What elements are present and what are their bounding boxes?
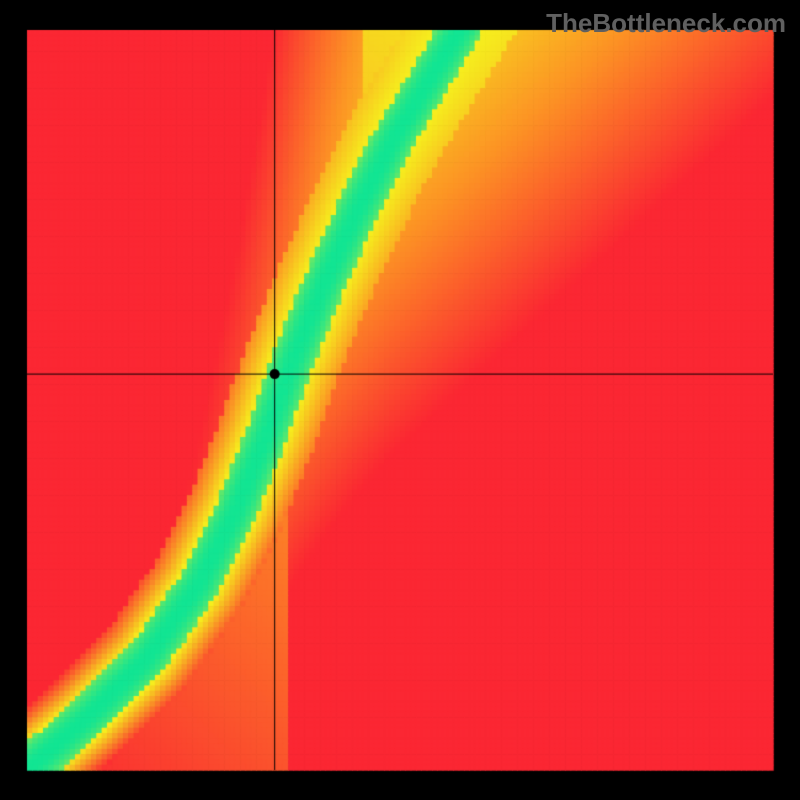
watermark-text: TheBottleneck.com <box>546 8 786 39</box>
bottleneck-heatmap <box>0 0 800 800</box>
